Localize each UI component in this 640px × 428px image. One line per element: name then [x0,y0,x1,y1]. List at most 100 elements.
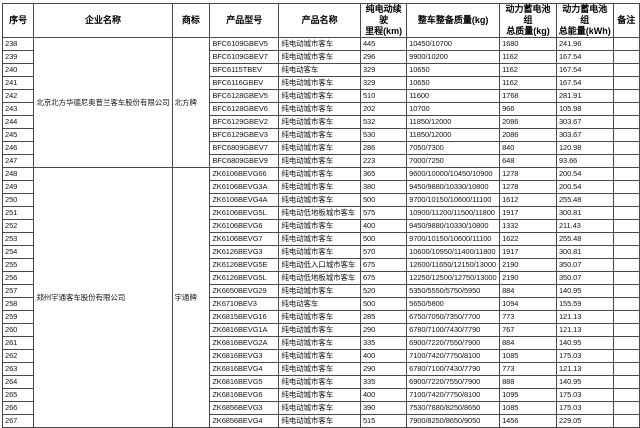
cell-battery-energy: 303.67 [555,115,614,129]
cell-curb-mass: 7100/7420/7750/8100 [406,388,501,402]
cell-model: ZK6106BEVG4A [209,193,280,207]
cell-range: 335 [359,375,408,389]
col-header-serial: 序号 [1,3,35,38]
cell-curb-mass: 10650 [406,76,501,90]
table-row: 246 BFC6809GBEV7 纯电动城市客车 286 7050/7300 840 120… [1,141,640,155]
cell-battery-energy: 140.95 [555,375,614,389]
cell-range: 329 [359,63,408,77]
cell-remark [612,323,640,337]
cell-range: 290 [359,362,408,376]
cell-remark [612,37,640,51]
table-row: 241 BFC6116GBEV 纯电动城市客车 329 10650 1162 167.54 [1,76,640,90]
cell-product-name: 纯电动城市客车 [278,89,361,103]
cell-serial: 244 [1,115,35,129]
cell-model: ZK6106BEVG66 [209,167,280,181]
table-row: 248 郑州宇通客车股份有限公司 宇通牌 ZK6106BEVG66 纯电动城市客车 365… [1,167,640,428]
cell-battery-mass: 1456 [499,414,557,428]
cell-serial: 248 [1,167,35,181]
table-row: 250 ZK6106BEVG4A 纯电动城市客车 500 9700/10150/1060… [1,193,640,207]
cell-remark [612,206,640,220]
cell-range: 675 [359,258,408,272]
cell-battery-energy: 155.59 [555,297,614,311]
cell-battery-mass: 1612 [499,193,557,207]
cell-model: ZK6126BEVG3 [209,245,280,259]
cell-battery-mass: 1162 [499,63,557,77]
cell-serial: 238 [1,37,35,51]
cell-serial: 240 [1,63,35,77]
col-header-battery-energy: 动力蓄电池组 总能量(kWh) [555,3,614,38]
cell-model: ZK6650BEVG29 [209,284,280,298]
cell-product-name: 纯电动城市客车 [278,349,361,363]
cell-curb-mass: 9700/10150/10600/11100 [406,232,501,246]
cell-battery-energy: 93.66 [555,154,614,168]
cell-range: 202 [359,102,408,116]
cell-model: ZK6816BEVG1A [209,323,280,337]
cell-range: 400 [359,219,408,233]
cell-battery-mass: 767 [499,323,557,337]
cell-battery-energy: 121.13 [555,323,614,337]
cell-battery-mass: 1622 [499,232,557,246]
cell-model: ZK6815BEVG16 [209,310,280,324]
table-row: 240 BFC6115TBEV 纯电动客车 329 10650 1162 167.54 [1,63,640,77]
cell-brand: 北方牌 [171,37,211,168]
cell-remark [612,336,640,350]
header-row: 序号 企业名称 商标 产品型号 产品名称 纯电动续驶 里程(km) 整车整备质量… [1,3,640,38]
cell-product-name: 纯电动城市客车 [278,219,361,233]
cell-range: 296 [359,50,408,64]
cell-model: BFC6128GBEV5 [209,89,280,103]
cell-battery-energy: 167.54 [555,63,614,77]
cell-serial: 251 [1,206,35,220]
cell-range: 390 [359,401,408,415]
cell-battery-mass: 884 [499,336,557,350]
cell-battery-mass: 884 [499,284,557,298]
cell-remark [612,232,640,246]
cell-curb-mass: 10600/10950/11400/11800 [406,245,501,259]
cell-model: BFC6109GBEV5 [209,37,280,51]
cell-battery-energy: 241.96 [555,37,614,51]
cell-range: 510 [359,89,408,103]
cell-remark [612,115,640,129]
cell-curb-mass: 6780/7100/7430/7790 [406,323,501,337]
cell-model: ZK6106BEVG7 [209,232,280,246]
cell-company: 北京北方华德尼奥普兰客车股份有限公司 [33,37,173,168]
cell-range: 290 [359,323,408,337]
cell-battery-mass: 773 [499,362,557,376]
cell-remark [612,349,640,363]
cell-model: ZK6106BEVG5L [209,206,280,220]
cell-remark [612,362,640,376]
cell-range: 285 [359,310,408,324]
cell-battery-energy: 167.54 [555,50,614,64]
cell-battery-mass: 1162 [499,76,557,90]
cell-battery-mass: 773 [499,310,557,324]
cell-remark [612,154,640,168]
cell-model: BFC6109GBEV7 [209,50,280,64]
cell-battery-mass: 1162 [499,50,557,64]
table-row: 242 BFC6128GBEV5 纯电动城市客车 510 11600 1768 281.91 [1,89,640,103]
cell-serial: 258 [1,297,35,311]
cell-model: BFC6128GBEV6 [209,102,280,116]
cell-serial: 254 [1,245,35,259]
cell-remark [612,50,640,64]
cell-battery-energy: 200.54 [555,167,614,181]
cell-curb-mass: 11850/12000 [406,115,501,129]
col-header-remark: 备注 [612,3,640,38]
cell-model: ZK6856BEVG4 [209,414,280,428]
cell-product-name: 纯电动城市客车 [278,284,361,298]
cell-range: 400 [359,349,408,363]
cell-battery-mass: 2190 [499,258,557,272]
cell-serial: 252 [1,219,35,233]
cell-range: 445 [359,37,408,51]
cell-battery-energy: 120.98 [555,141,614,155]
cell-battery-mass: 2086 [499,128,557,142]
cell-range: 335 [359,336,408,350]
cell-model: ZK6816BEVG5 [209,375,280,389]
cell-product-name: 纯电动城市客车 [278,401,361,415]
cell-battery-mass: 888 [499,375,557,389]
table-row: 256 ZK6126BEVG5L 纯电动低地板城市客车 675 12250/12500/… [1,271,640,285]
cell-range: 515 [359,414,408,428]
cell-battery-energy: 175.03 [555,349,614,363]
cell-curb-mass: 7530/7880/8250/8650 [406,401,501,415]
cell-product-name: 纯电动低地板城市客车 [278,271,361,285]
cell-battery-mass: 2086 [499,115,557,129]
cell-remark [612,128,640,142]
